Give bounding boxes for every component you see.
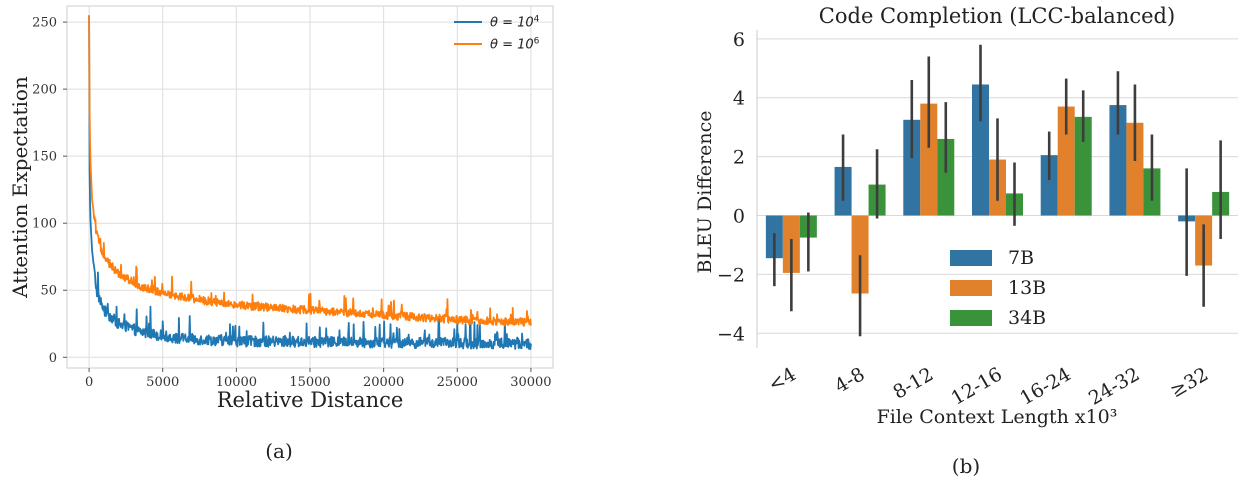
chart-b-bar (1074, 116, 1092, 216)
chart-b-legend: 7B 13B 34B (950, 247, 1046, 329)
chart-a-y-tick-label: 0 (49, 351, 57, 366)
chart-a-y-tick-label: 100 (32, 217, 57, 232)
chart-a-legend-label: θ = 104 (490, 15, 540, 31)
chart-a-y-tick-label: 150 (32, 150, 57, 165)
chart-a-x-ticks: 0 5000 10000 15000 20000 25000 30000 (85, 368, 552, 390)
chart-b-bar (1109, 105, 1127, 216)
chart-a-x-tick-label: 0 (85, 375, 93, 390)
chart-a-y-tick-label: 250 (32, 16, 57, 31)
chart-b-error-bars (773, 44, 1222, 337)
chart-b-x-tick-label: 8-12 (889, 363, 937, 403)
chart-a-y-tick-label: 50 (40, 284, 57, 299)
chart-b-bar (920, 103, 938, 216)
chart-a-xlabel: Relative Distance (217, 388, 404, 412)
chart-a-x-tick-label: 25000 (437, 375, 478, 390)
chart-b-y-tick-label: 2 (733, 147, 745, 169)
chart-b: −4 −2 0 2 4 6 <4 4-8 8-12 12-16 16-24 24-32 ≥32 7B 1… (694, 4, 1238, 478)
chart-b-x-tick-label: <4 (765, 363, 800, 396)
chart-b-legend-swatch (950, 310, 992, 326)
chart-a: 0 5000 10000 15000 20000 25000 30000 0 50 100 150… (8, 5, 554, 463)
chart-b-ylabel: BLEU Difference (694, 110, 716, 273)
chart-a-x-tick-label: 30000 (510, 375, 551, 390)
chart-b-legend-swatch (950, 280, 992, 296)
chart-b-x-tick-label: 12-16 (948, 363, 1006, 409)
chart-a-y-tick-label: 200 (32, 83, 57, 98)
chart-a-legend-label: θ = 106 (490, 37, 540, 53)
chart-b-bar (1040, 155, 1058, 216)
chart-b-bar (903, 119, 921, 216)
chart-b-x-tick-label: ≥32 (1166, 363, 1212, 402)
chart-a-lines (88, 15, 532, 350)
chart-a-ylabel: Attention Expectation (8, 76, 32, 299)
chart-a-x-tick-label: 20000 (363, 375, 404, 390)
chart-b-y-tick-label: −2 (717, 264, 745, 286)
chart-b-title: Code Completion (LCC-balanced) (819, 4, 1175, 28)
chart-b-bar (972, 84, 989, 216)
chart-b-y-ticks: −4 −2 0 2 4 6 (717, 29, 745, 345)
chart-b-bar (1126, 122, 1144, 216)
chart-a-y-ticks: 0 50 100 150 200 250 (32, 16, 67, 366)
chart-b-legend-label: 13B (1008, 277, 1046, 299)
chart-b-y-tick-label: 4 (733, 88, 745, 110)
chart-b-x-tick-label: 4-8 (831, 363, 869, 397)
chart-a-x-tick-label: 5000 (146, 375, 179, 390)
chart-b-y-tick-label: 0 (733, 206, 745, 228)
chart-b-y-tick-label: −4 (717, 323, 745, 345)
chart-b-bar (851, 215, 869, 294)
chart-b-legend-swatch (950, 250, 992, 266)
chart-b-xlabel: File Context Length x10³ (877, 406, 1118, 428)
chart-a-panel-label: (a) (265, 439, 293, 463)
chart-b-bar (937, 138, 955, 216)
chart-b-y-tick-label: 6 (733, 29, 745, 51)
chart-a-legend: θ = 104 θ = 106 (454, 15, 540, 53)
chart-b-bar (1057, 106, 1075, 216)
chart-b-legend-label: 34B (1008, 307, 1046, 329)
chart-b-x-tick-label: 24-32 (1085, 363, 1143, 409)
chart-a-x-tick-label: 15000 (289, 375, 330, 390)
chart-b-x-tick-label: 16-24 (1016, 363, 1074, 409)
chart-b-bars (765, 84, 1230, 294)
chart-b-panel-label: (b) (952, 454, 980, 478)
chart-b-x-ticks: <4 4-8 8-12 12-16 16-24 24-32 ≥32 (765, 363, 1213, 409)
chart-b-legend-label: 7B (1008, 247, 1034, 269)
chart-a-series-line (88, 15, 532, 327)
chart-a-x-tick-label: 10000 (216, 375, 257, 390)
